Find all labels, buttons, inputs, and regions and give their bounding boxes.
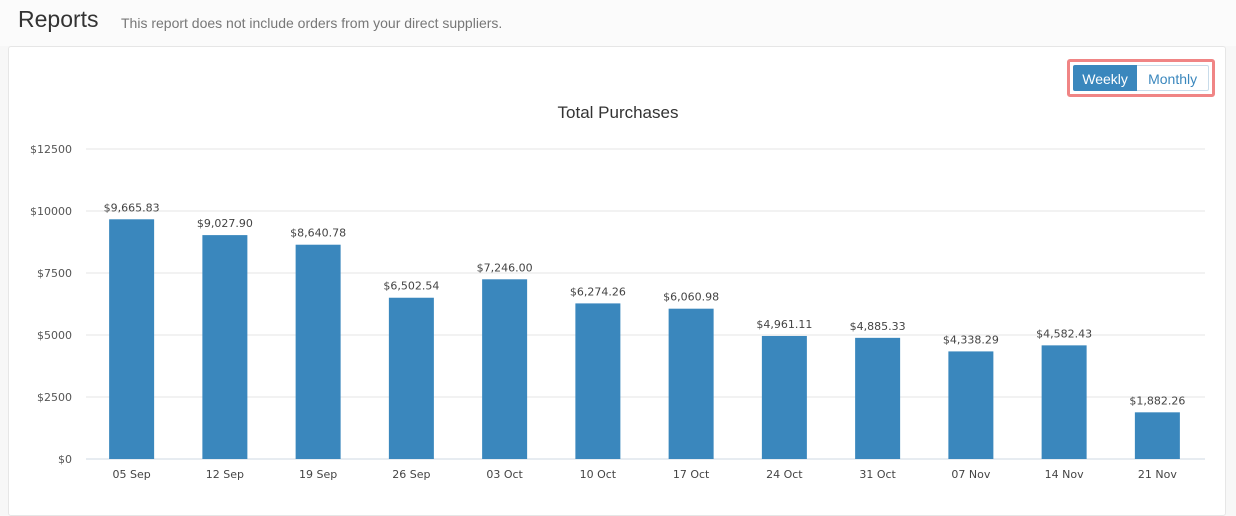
y-tick-label: $12500	[30, 143, 72, 156]
bar	[482, 279, 528, 459]
x-tick-label: 19 Sep	[299, 468, 337, 481]
bar	[668, 308, 714, 459]
data-label: $6,060.98	[663, 291, 719, 304]
x-tick-label: 12 Sep	[206, 468, 244, 481]
bar	[388, 297, 434, 459]
x-tick-label: 26 Sep	[392, 468, 430, 481]
data-label: $6,502.54	[383, 280, 439, 293]
x-tick-label: 07 Nov	[951, 468, 990, 481]
data-label: $4,885.33	[850, 320, 906, 333]
monthly-button[interactable]: Monthly	[1137, 65, 1209, 91]
bar	[295, 244, 341, 459]
bar	[1041, 345, 1087, 459]
chart-title: Total Purchases	[557, 103, 679, 122]
bar	[948, 351, 994, 459]
bar	[761, 335, 807, 459]
bar	[1134, 412, 1180, 459]
page-header: Reports This report does not include ord…	[0, 0, 1236, 46]
x-tick-label: 21 Nov	[1138, 468, 1177, 481]
y-tick-label: $10000	[30, 205, 72, 218]
x-tick-label: 31 Oct	[859, 468, 896, 481]
data-label: $8,640.78	[290, 227, 346, 240]
x-tick-label: 24 Oct	[766, 468, 803, 481]
data-label: $7,246.00	[477, 261, 533, 274]
bar	[855, 337, 901, 459]
data-label: $4,582.43	[1036, 327, 1092, 340]
x-tick-label: 03 Oct	[486, 468, 523, 481]
page-subtitle: This report does not include orders from…	[121, 15, 503, 31]
data-label: $4,338.29	[943, 333, 999, 346]
y-tick-label: $2500	[37, 391, 72, 404]
data-label: $9,665.83	[104, 201, 160, 214]
period-toggle: Weekly Monthly	[1067, 59, 1215, 97]
y-tick-label: $7500	[37, 267, 72, 280]
y-tick-label: $5000	[37, 329, 72, 342]
bar	[109, 219, 155, 459]
x-tick-label: 10 Oct	[580, 468, 617, 481]
bar	[575, 303, 621, 459]
data-label: $1,882.26	[1129, 394, 1185, 407]
x-tick-label: 14 Nov	[1045, 468, 1084, 481]
bar	[202, 235, 248, 459]
y-tick-label: $0	[58, 453, 72, 466]
data-label: $6,274.26	[570, 285, 626, 298]
weekly-button[interactable]: Weekly	[1073, 65, 1138, 91]
data-label: $9,027.90	[197, 217, 253, 230]
x-tick-label: 17 Oct	[673, 468, 710, 481]
data-label: $4,961.11	[756, 318, 812, 331]
x-tick-label: 05 Sep	[113, 468, 151, 481]
page-title: Reports	[18, 6, 99, 32]
